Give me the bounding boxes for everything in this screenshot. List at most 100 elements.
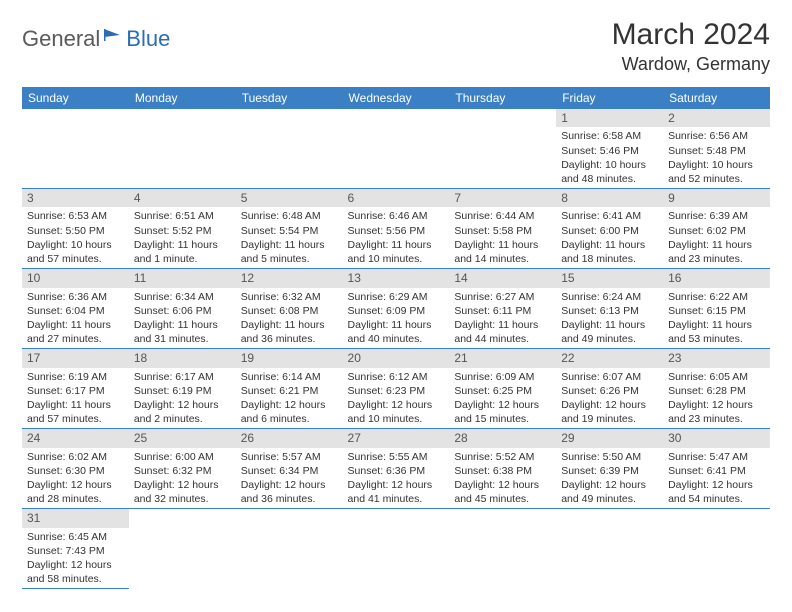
daylight-text: Daylight: 12 hours and 15 minutes. <box>454 398 551 426</box>
sunset-text: Sunset: 6:06 PM <box>134 304 231 318</box>
day-number: 21 <box>449 349 556 367</box>
sunset-text: Sunset: 6:28 PM <box>668 384 765 398</box>
sunset-text: Sunset: 6:30 PM <box>27 464 124 478</box>
day-number <box>449 109 556 127</box>
sunset-text: Sunset: 6:21 PM <box>241 384 338 398</box>
day-info: Sunrise: 6:34 AMSunset: 6:06 PMDaylight:… <box>129 288 236 349</box>
day-number: 26 <box>236 429 343 447</box>
day-info: Sunrise: 6:00 AMSunset: 6:32 PMDaylight:… <box>129 448 236 509</box>
calendar-cell: 5Sunrise: 6:48 AMSunset: 5:54 PMDaylight… <box>236 189 343 269</box>
sunset-text: Sunset: 6:00 PM <box>561 224 658 238</box>
day-number: 15 <box>556 269 663 287</box>
sunrise-text: Sunrise: 6:48 AM <box>241 209 338 223</box>
daylight-text: Daylight: 11 hours and 36 minutes. <box>241 318 338 346</box>
day-info: Sunrise: 6:09 AMSunset: 6:25 PMDaylight:… <box>449 368 556 429</box>
calendar-cell: 20Sunrise: 6:12 AMSunset: 6:23 PMDayligh… <box>343 349 450 429</box>
daylight-text: Daylight: 12 hours and 2 minutes. <box>134 398 231 426</box>
sunset-text: Sunset: 6:08 PM <box>241 304 338 318</box>
sunset-text: Sunset: 6:25 PM <box>454 384 551 398</box>
day-number: 7 <box>449 189 556 207</box>
day-number: 13 <box>343 269 450 287</box>
day-number: 29 <box>556 429 663 447</box>
weekday-header: Tuesday <box>236 87 343 109</box>
calendar-cell: 8Sunrise: 6:41 AMSunset: 6:00 PMDaylight… <box>556 189 663 269</box>
calendar-cell <box>236 109 343 189</box>
day-info: Sunrise: 6:07 AMSunset: 6:26 PMDaylight:… <box>556 368 663 429</box>
day-number: 30 <box>663 429 770 447</box>
calendar-cell: 4Sunrise: 6:51 AMSunset: 5:52 PMDaylight… <box>129 189 236 269</box>
daylight-text: Daylight: 12 hours and 28 minutes. <box>27 478 124 506</box>
day-number <box>343 109 450 127</box>
calendar-cell: 31Sunrise: 6:45 AMSunset: 7:43 PMDayligh… <box>22 509 129 589</box>
calendar-cell: 25Sunrise: 6:00 AMSunset: 6:32 PMDayligh… <box>129 429 236 509</box>
daylight-text: Daylight: 10 hours and 48 minutes. <box>561 158 658 186</box>
calendar-cell <box>556 509 663 589</box>
day-number: 4 <box>129 189 236 207</box>
sunrise-text: Sunrise: 6:17 AM <box>134 370 231 384</box>
calendar-week-row: 24Sunrise: 6:02 AMSunset: 6:30 PMDayligh… <box>22 429 770 509</box>
calendar-week-row: 31Sunrise: 6:45 AMSunset: 7:43 PMDayligh… <box>22 509 770 589</box>
sunrise-text: Sunrise: 6:39 AM <box>668 209 765 223</box>
calendar-cell: 15Sunrise: 6:24 AMSunset: 6:13 PMDayligh… <box>556 269 663 349</box>
day-info: Sunrise: 6:17 AMSunset: 6:19 PMDaylight:… <box>129 368 236 429</box>
weekday-header: Thursday <box>449 87 556 109</box>
day-number: 11 <box>129 269 236 287</box>
day-number <box>129 109 236 127</box>
brand-logo: General Blue <box>22 26 170 52</box>
day-number: 10 <box>22 269 129 287</box>
day-number: 17 <box>22 349 129 367</box>
day-number: 16 <box>663 269 770 287</box>
day-number: 8 <box>556 189 663 207</box>
daylight-text: Daylight: 11 hours and 27 minutes. <box>27 318 124 346</box>
daylight-text: Daylight: 10 hours and 52 minutes. <box>668 158 765 186</box>
day-number: 14 <box>449 269 556 287</box>
day-number <box>236 109 343 127</box>
sunrise-text: Sunrise: 5:52 AM <box>454 450 551 464</box>
daylight-text: Daylight: 12 hours and 49 minutes. <box>561 478 658 506</box>
day-number: 23 <box>663 349 770 367</box>
day-info: Sunrise: 6:27 AMSunset: 6:11 PMDaylight:… <box>449 288 556 349</box>
calendar-cell: 27Sunrise: 5:55 AMSunset: 6:36 PMDayligh… <box>343 429 450 509</box>
day-number: 6 <box>343 189 450 207</box>
calendar-cell: 28Sunrise: 5:52 AMSunset: 6:38 PMDayligh… <box>449 429 556 509</box>
sunset-text: Sunset: 5:48 PM <box>668 144 765 158</box>
day-info: Sunrise: 5:52 AMSunset: 6:38 PMDaylight:… <box>449 448 556 509</box>
calendar-cell: 23Sunrise: 6:05 AMSunset: 6:28 PMDayligh… <box>663 349 770 429</box>
sunset-text: Sunset: 6:17 PM <box>27 384 124 398</box>
calendar-cell: 24Sunrise: 6:02 AMSunset: 6:30 PMDayligh… <box>22 429 129 509</box>
day-number: 12 <box>236 269 343 287</box>
daylight-text: Daylight: 11 hours and 5 minutes. <box>241 238 338 266</box>
day-info: Sunrise: 6:45 AMSunset: 7:43 PMDaylight:… <box>22 528 129 589</box>
sunrise-text: Sunrise: 5:47 AM <box>668 450 765 464</box>
location: Wardow, Germany <box>612 54 770 75</box>
day-info: Sunrise: 6:29 AMSunset: 6:09 PMDaylight:… <box>343 288 450 349</box>
daylight-text: Daylight: 12 hours and 10 minutes. <box>348 398 445 426</box>
sunrise-text: Sunrise: 6:24 AM <box>561 290 658 304</box>
weekday-header: Saturday <box>663 87 770 109</box>
daylight-text: Daylight: 11 hours and 23 minutes. <box>668 238 765 266</box>
day-number <box>663 509 770 527</box>
sunset-text: Sunset: 5:58 PM <box>454 224 551 238</box>
sunrise-text: Sunrise: 5:55 AM <box>348 450 445 464</box>
sunrise-text: Sunrise: 6:58 AM <box>561 129 658 143</box>
calendar-cell <box>22 109 129 189</box>
calendar-cell <box>129 509 236 589</box>
sunset-text: Sunset: 6:23 PM <box>348 384 445 398</box>
daylight-text: Daylight: 11 hours and 57 minutes. <box>27 398 124 426</box>
sunrise-text: Sunrise: 6:53 AM <box>27 209 124 223</box>
sunset-text: Sunset: 6:26 PM <box>561 384 658 398</box>
sunset-text: Sunset: 6:32 PM <box>134 464 231 478</box>
daylight-text: Daylight: 11 hours and 1 minute. <box>134 238 231 266</box>
weekday-header: Wednesday <box>343 87 450 109</box>
day-info: Sunrise: 5:57 AMSunset: 6:34 PMDaylight:… <box>236 448 343 509</box>
day-info: Sunrise: 6:44 AMSunset: 5:58 PMDaylight:… <box>449 207 556 268</box>
daylight-text: Daylight: 11 hours and 10 minutes. <box>348 238 445 266</box>
calendar-week-row: 10Sunrise: 6:36 AMSunset: 6:04 PMDayligh… <box>22 269 770 349</box>
day-info: Sunrise: 6:53 AMSunset: 5:50 PMDaylight:… <box>22 207 129 268</box>
calendar-cell: 17Sunrise: 6:19 AMSunset: 6:17 PMDayligh… <box>22 349 129 429</box>
day-number <box>449 509 556 527</box>
day-number <box>129 509 236 527</box>
sunrise-text: Sunrise: 6:07 AM <box>561 370 658 384</box>
day-number: 5 <box>236 189 343 207</box>
calendar-cell: 22Sunrise: 6:07 AMSunset: 6:26 PMDayligh… <box>556 349 663 429</box>
